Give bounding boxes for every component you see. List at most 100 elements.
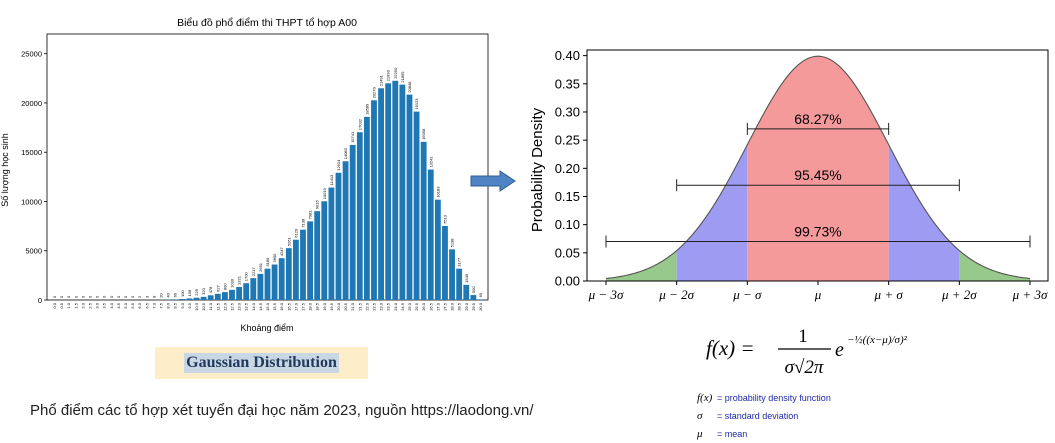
bar [350,145,356,300]
bar-value-label: 6120 [293,228,298,238]
x-tick-label: 15.0 [265,302,270,311]
x-tick-label: 29.5 [471,302,476,311]
bar [414,112,420,300]
y-tick-label: 15000 [21,148,42,157]
bar [428,170,434,300]
x-tick-label: 23.5 [386,302,391,311]
x-tick-label: μ + 3σ [1012,287,1048,302]
legend-row: σ = standard deviation [697,407,831,425]
x-tick-label: 18.0 [308,302,313,311]
bar [250,278,256,300]
bar-value-label: 60 [478,292,483,297]
x-tick-label: 13.5 [244,302,249,311]
bar-value-label: 500 [471,286,476,293]
bar-value-label: 14083 [343,147,348,159]
x-tick-label: 2.0 [80,302,85,308]
gaussian-chart: Probability Density 68.27%95.45%99.73% 0… [520,40,1055,310]
x-tick-label: 5.0 [123,302,128,308]
x-tick-label: 0.5 [59,302,64,308]
x-tick-label: 10.5 [201,302,206,311]
bar [336,173,342,300]
x-tick-label: 5.5 [130,302,135,308]
x-tick-label: 21.0 [350,302,355,311]
bar-value-label: 60 [173,292,178,297]
x-tick-label: 4.5 [116,302,121,308]
bar [257,274,263,300]
bar-value-label: 16058 [421,128,426,140]
bar-value-label: 21993 [386,69,391,81]
interval-label: 68.27% [794,111,841,127]
bar [279,258,285,300]
x-tick-label: 17.5 [300,302,305,311]
bar [187,298,193,300]
legend-text: = mean [717,429,747,439]
bar-value-label: 478 [208,286,213,293]
x-tick-label: 11.0 [208,302,213,310]
y-tick-label: 0 [38,296,42,305]
x-tick-label: 16.0 [279,302,284,311]
x-tick-label: 20.0 [336,302,341,311]
bar [172,299,178,300]
x-tick-label: 22.0 [364,302,369,311]
y-tick-label: 0.00 [555,274,580,289]
x-tick-label: 22.5 [371,302,376,311]
x-tick-label: 1.5 [73,302,78,308]
bar [307,221,313,300]
bar-value-label: 627 [215,284,220,291]
bar-value-label: 2651 [258,262,263,272]
y-tick-label: 5000 [25,247,42,256]
bar [435,200,441,300]
y-tick-label: 0.25 [555,133,580,148]
bar [321,201,327,300]
x-tick-label: 25.5 [414,302,419,311]
x-tick-label: 28.5 [457,302,462,311]
y-tick-label: 20000 [21,99,42,108]
formula-base: e [835,339,844,361]
x-tick-label: 30.0 [478,302,483,311]
bar-value-label: 19123 [414,98,419,110]
x-tick-label: 6.5 [144,302,149,308]
y-tick-label: 25000 [21,50,42,59]
bar [463,285,469,300]
x-tick-label: 12.5 [230,302,235,311]
x-tick-label: 26.0 [421,302,426,311]
y-tick-label: 0.40 [555,48,580,63]
x-tick-label: μ + σ [874,287,904,302]
bar [407,95,413,300]
bar-value-label: 1321 [237,275,242,285]
x-tick-label: 9.5 [187,302,192,308]
bar [364,117,370,300]
bar-value-label: 7138 [300,218,305,228]
x-tick-label: 16.5 [286,302,291,311]
bar-value-label: 229 [194,288,199,295]
bar [222,292,228,300]
x-tick-label: μ + 2σ [941,287,977,302]
x-tick-label: 20.5 [343,302,348,311]
bar-chart-xlabel: Khoảng điểm [240,323,293,333]
bar [243,283,249,300]
legend-symbol: μ [697,428,717,440]
x-tick-label: 27.0 [435,302,440,311]
bar-value-label: 9016 [315,200,320,210]
source-caption: Phổ điểm các tổ hợp xét tuyển đại học nă… [30,402,534,419]
bar-value-label: 2217 [251,266,256,276]
formula-lhs: f(x) = [706,336,755,360]
formula-exponent: −½((x−μ)/σ)² [847,334,908,346]
x-tick-label: 12.0 [222,302,227,311]
bar [265,269,271,300]
bar-value-label: 3177 [457,257,462,267]
right-arrow-icon [470,170,516,192]
x-tick-label: 11.5 [215,302,220,310]
legend-row: f(x) = probability density function [697,389,831,407]
x-tick-label: 18.5 [315,302,320,311]
bar [385,83,391,300]
x-tick-label: 24.0 [393,302,398,311]
bar-value-label: 158 [187,289,192,296]
x-tick-label: 2.5 [88,302,93,308]
bar [300,230,306,300]
x-tick-label: μ − 3σ [588,287,624,302]
bar-value-label: 13241 [428,156,433,168]
score-distribution-chart: Biểu đồ phổ điểm thi THPT tổ hợp A00 Kho… [0,0,500,340]
legend-text: = probability density function [717,393,831,403]
bar-value-label: 12914 [336,159,341,171]
